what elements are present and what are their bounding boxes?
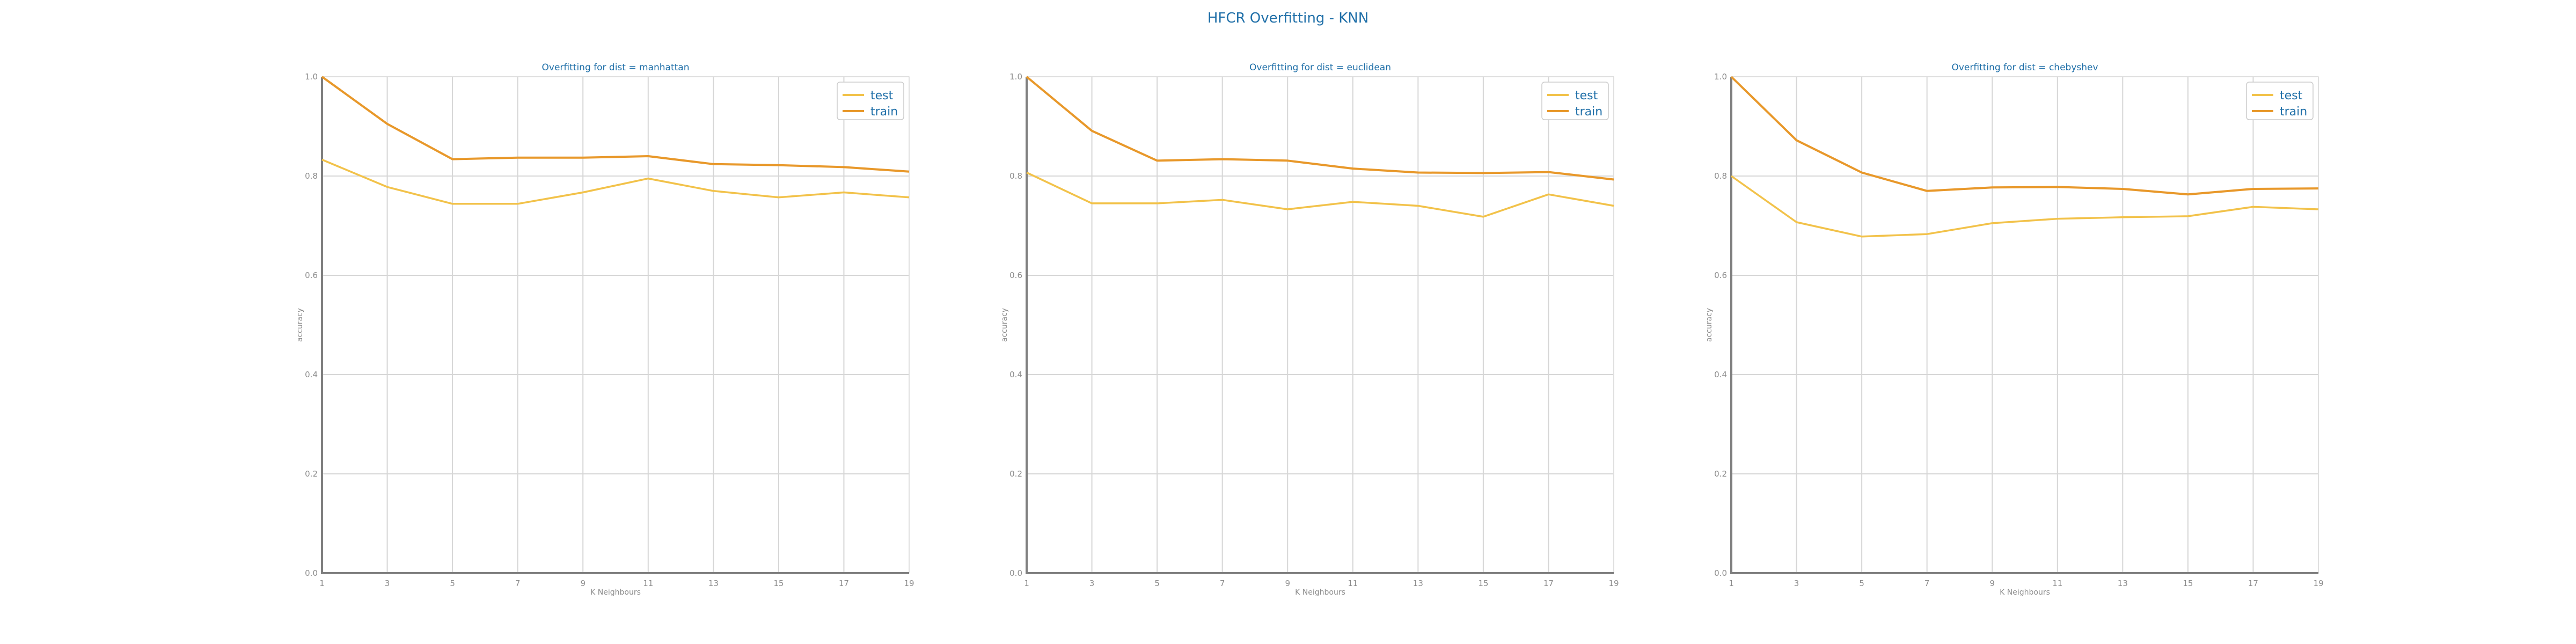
y-tick-label: 0.0	[1714, 568, 1727, 578]
y-tick-label: 0.8	[1714, 171, 1727, 181]
x-tick-label: 11	[2052, 579, 2062, 588]
x-tick-label: 3	[1089, 579, 1095, 588]
x-tick-label: 9	[1989, 579, 1995, 588]
x-axis-label: K Neighbours	[590, 588, 641, 597]
legend-label-test: test	[870, 89, 894, 103]
series-line-test	[1730, 175, 2319, 238]
x-tick-label: 3	[385, 579, 390, 588]
x-tick-label: 1	[1024, 579, 1029, 588]
y-tick-label: 1.0	[305, 72, 318, 82]
y-tick-label: 0.2	[305, 469, 318, 479]
x-tick-label: 15	[773, 579, 784, 588]
chart-panel-2: 1 3 5 7 9 11 13 15 17 190.00.20.40.60.81.0Overfit…	[1000, 62, 1619, 597]
x-tick-label: 11	[643, 579, 653, 588]
chart-panel-3: 1 3 5 7 9 11 13 15 17 190.00.20.40.60.81.0Overfit…	[1705, 62, 2324, 597]
y-tick-label: 0.0	[1009, 568, 1022, 578]
legend-label-test: test	[1575, 89, 1598, 103]
x-tick-label: 11	[1348, 579, 1358, 588]
x-tick-label: 17	[2248, 579, 2258, 588]
x-tick-label: 17	[1543, 579, 1554, 588]
x-tick-label: 3	[1794, 579, 1799, 588]
y-axis-label: accuracy	[296, 308, 304, 342]
y-tick-label: 0.2	[1714, 469, 1727, 479]
x-axis-label: K Neighbours	[2000, 588, 2050, 597]
y-tick-label: 0.8	[305, 171, 318, 181]
x-tick-label: 15	[1478, 579, 1488, 588]
x-tick-label: 19	[2313, 579, 2323, 588]
x-tick-label: 5	[1154, 579, 1160, 588]
legend-label-test: test	[2280, 89, 2303, 103]
x-tick-label: 7	[1924, 579, 1930, 588]
y-tick-label: 1.0	[1714, 72, 1727, 82]
x-tick-label: 9	[580, 579, 586, 588]
legend-label-train: train	[870, 105, 898, 119]
chart-panel-1: 1 3 5 7 9 11 13 15 17 190.00.20.40.60.81.0Overfit…	[296, 62, 914, 597]
x-tick-label: 17	[839, 579, 849, 588]
legend: test train	[837, 82, 904, 120]
y-axis-label: accuracy	[1000, 308, 1009, 342]
x-axis-label: K Neighbours	[1295, 588, 1345, 597]
chart-panels: 1 3 5 7 9 11 13 15 17 190.00.20.40.60.81.0Overfit…	[296, 62, 2324, 597]
plot-frame	[321, 76, 910, 574]
x-tick-label: 5	[1859, 579, 1864, 588]
series-line-train	[321, 76, 910, 173]
x-tick-label: 19	[1608, 579, 1619, 588]
y-tick-label: 0.0	[305, 568, 318, 578]
y-tick-label: 1.0	[1009, 72, 1022, 82]
series-line-test	[321, 158, 910, 205]
x-tick-label: 1	[1729, 579, 1734, 588]
x-tick-label: 1	[319, 579, 325, 588]
y-tick-label: 0.6	[1009, 270, 1022, 280]
x-tick-label: 5	[450, 579, 455, 588]
y-tick-label: 0.4	[305, 370, 318, 379]
y-tick-label: 0.6	[305, 270, 318, 280]
panel-title: Overfitting for dist = euclidean	[1249, 62, 1391, 73]
x-tick-label: 7	[1220, 579, 1225, 588]
y-tick-label: 0.4	[1714, 370, 1727, 379]
legend: test train	[1541, 82, 1609, 120]
legend-label-train: train	[2280, 105, 2307, 119]
y-tick-label: 0.2	[1009, 469, 1022, 479]
y-tick-label: 0.8	[1009, 171, 1022, 181]
legend-label-train: train	[1575, 105, 1602, 119]
legend: test train	[2246, 82, 2314, 120]
x-tick-label: 7	[515, 579, 521, 588]
x-tick-label: 9	[1285, 579, 1290, 588]
x-tick-label: 13	[2118, 579, 2128, 588]
figure-title: HFCR Overfitting - KNN	[1208, 10, 1368, 26]
panel-title: Overfitting for dist = manhattan	[542, 62, 690, 73]
y-axis-label: accuracy	[1705, 308, 1714, 342]
series-line-test	[1026, 171, 1614, 218]
x-tick-label: 15	[2183, 579, 2193, 588]
panel-title: Overfitting for dist = chebyshev	[1951, 62, 2098, 73]
series-line-train	[1730, 76, 2319, 196]
y-tick-label: 0.4	[1009, 370, 1022, 379]
plot-frame	[1026, 76, 1614, 574]
x-tick-label: 13	[1413, 579, 1423, 588]
series-line-train	[1026, 76, 1614, 181]
x-tick-label: 13	[708, 579, 719, 588]
x-tick-label: 19	[904, 579, 914, 588]
y-tick-label: 0.6	[1714, 270, 1727, 280]
